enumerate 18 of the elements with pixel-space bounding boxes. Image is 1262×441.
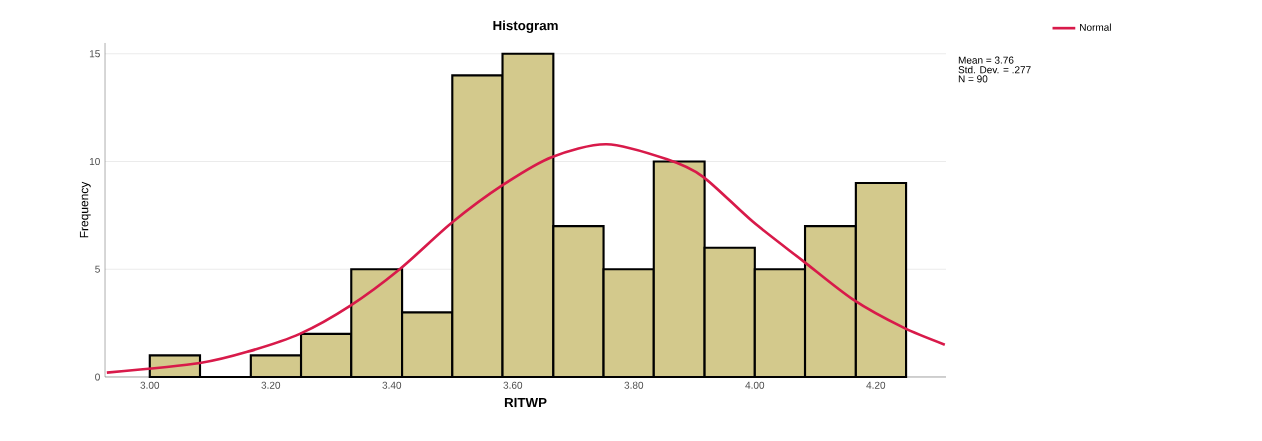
legend-label: Normal [1080, 23, 1111, 31]
y-tick-label: 0 [95, 373, 100, 381]
x-tick-label: 3.60 [503, 381, 523, 389]
text: Mean = 3.76 [958, 56, 1014, 64]
x-tick-label: 3.20 [261, 381, 281, 389]
y-tick-label: 15 [89, 50, 100, 58]
x-tick-label: 4.00 [745, 381, 765, 389]
x-tick-label: 4.20 [866, 381, 886, 389]
x-tick-label: 3.40 [382, 381, 402, 389]
y-tick-label: 5 [95, 265, 100, 273]
x-axis-title: RITWP [504, 397, 547, 408]
chart-title: Histogram [493, 20, 558, 33]
x-tick-label: 3.80 [624, 381, 644, 389]
text: N = 90 [958, 75, 988, 83]
x-tick-label: 3.00 [140, 381, 160, 389]
y-tick-label: 10 [89, 157, 100, 166]
y-axis-title: Frequency [79, 181, 91, 238]
text: Std. Dev. = .277 [958, 65, 1031, 74]
